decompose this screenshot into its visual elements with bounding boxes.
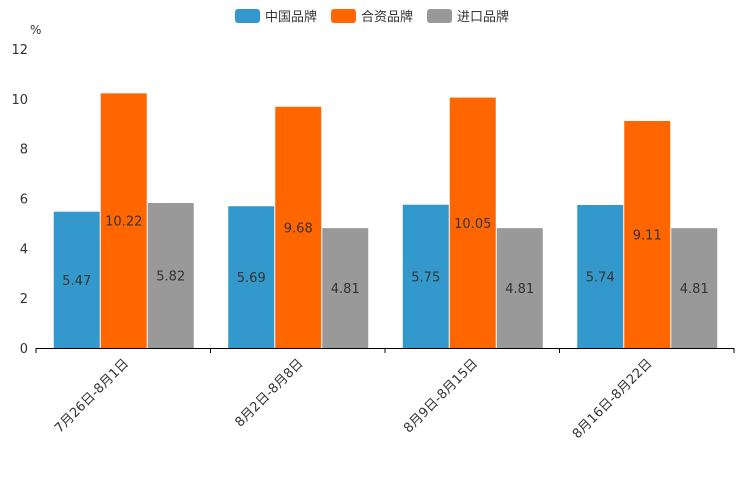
y-tick-label: 8 xyxy=(20,143,28,158)
legend-label: 合资品牌 xyxy=(361,9,413,25)
y-tick-label: 12 xyxy=(11,43,28,58)
legend-swatch xyxy=(427,9,452,23)
y-tick-label: 6 xyxy=(20,193,28,208)
legend-item: 合资品牌 xyxy=(331,9,413,25)
bar-data-label: 5.74 xyxy=(586,270,615,285)
y-tick-label: 4 xyxy=(20,242,28,257)
bar-data-label: 5.69 xyxy=(237,271,266,286)
bar xyxy=(671,228,718,348)
bar-data-label: 10.22 xyxy=(105,215,142,230)
legend: 中国品牌 合资品牌 进口品牌 xyxy=(235,9,509,25)
x-axis: 7月26日-8月1日 8月2日-8月8日 8月9日-8月15日 8月16日-8月22日 xyxy=(35,348,735,442)
bar xyxy=(275,106,322,348)
bar xyxy=(402,204,449,348)
bar-data-label: 9.11 xyxy=(633,229,662,244)
legend-item: 进口品牌 xyxy=(427,9,509,25)
legend-swatch xyxy=(331,9,356,23)
y-tick-label: 0 xyxy=(20,342,28,357)
y-tick-label: 2 xyxy=(20,292,28,307)
x-tick-label: 8月2日-8月8日 xyxy=(232,356,306,430)
bar xyxy=(322,228,369,348)
y-axis-ticks: 0 2 4 6 8 10 12 xyxy=(11,43,28,357)
x-tick-label: 8月9日-8月15日 xyxy=(401,356,481,436)
series-3: 5.82 4.81 4.81 4.81 xyxy=(147,202,718,348)
bar-data-label: 4.81 xyxy=(505,282,534,297)
legend-item: 中国品牌 xyxy=(235,9,317,25)
bar xyxy=(228,206,275,348)
bar xyxy=(496,228,543,348)
bar xyxy=(577,204,624,348)
y-tick-label: 10 xyxy=(11,93,28,108)
bar xyxy=(147,202,194,348)
bar-data-label: 9.68 xyxy=(284,221,313,236)
y-axis-unit-label: % xyxy=(30,23,41,37)
legend-swatch xyxy=(235,9,260,23)
bar xyxy=(624,121,671,349)
bar-series: 5.47 5.69 5.75 5.74 10.22 9.68 10.05 9.11 5.82 4.… xyxy=(53,93,718,349)
series-2: 10.22 9.68 10.05 9.11 xyxy=(100,93,671,349)
x-tick-label: 8月16日-8月22日 xyxy=(570,356,656,442)
bar-data-label: 4.81 xyxy=(680,282,709,297)
legend-label: 中国品牌 xyxy=(265,9,317,25)
x-tick-label: 7月26日-8月1日 xyxy=(52,356,132,436)
bar xyxy=(53,211,100,348)
bar-data-label: 4.81 xyxy=(331,282,360,297)
bar-data-label: 5.47 xyxy=(62,274,91,289)
bar-data-label: 5.82 xyxy=(156,269,185,284)
series-1: 5.47 5.69 5.75 5.74 xyxy=(53,204,624,348)
legend-label: 进口品牌 xyxy=(457,9,509,25)
bar-data-label: 5.75 xyxy=(411,270,440,285)
bar xyxy=(449,97,496,349)
bar-data-label: 10.05 xyxy=(454,217,491,232)
bar xyxy=(100,93,147,348)
